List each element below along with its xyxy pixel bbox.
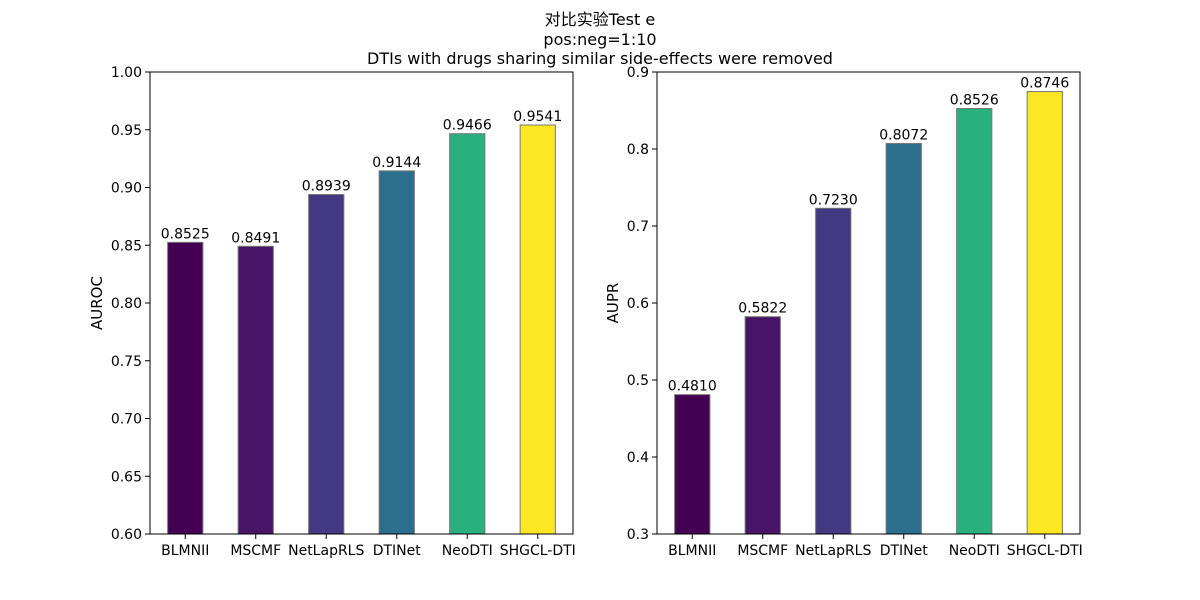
auroc-ytick-label: 0.85 [111,238,142,254]
chart-title-line-2: pos:neg=1:10 [543,30,657,49]
auroc-value-label: 0.8491 [231,230,280,246]
aupr-bar-dtinet [885,142,922,535]
chart-title-line-3: DTIs with drugs sharing similar side-eff… [367,49,833,68]
aupr-ytick-label: 0.5 [627,373,649,389]
aupr-xtick-label: SHGCL-DTI [1007,543,1083,559]
aupr-value-label: 0.5822 [738,301,787,317]
aupr-bar-shgcl-dti [1026,91,1063,535]
aupr-ytick-label: 0.8 [627,142,649,158]
auroc-ytick-label: 0.75 [111,354,142,370]
auroc-value-label: 0.9466 [443,118,492,134]
auroc-bar-neodti [449,133,486,535]
auroc-ytick-label: 1.00 [111,65,142,81]
auroc-ytick-label: 0.70 [111,412,142,428]
aupr-ytick-label: 0.4 [627,450,649,466]
aupr-bar-neodti [956,107,993,535]
auroc-ytick-label: 0.80 [111,296,142,312]
aupr-value-label: 0.8746 [1020,76,1069,92]
auroc-value-label: 0.8939 [302,179,351,195]
aupr-xtick-label: NeoDTI [949,543,1000,559]
aupr-xtick-label: MSCMF [737,543,788,559]
aupr-value-label: 0.7230 [809,192,858,208]
aupr-xtick-label: DTINet [880,543,929,559]
auroc-bar-shgcl-dti [519,124,556,535]
aupr-ytick-label: 0.7 [627,219,649,235]
chart-title-line-1: 对比实验Test e [544,10,656,29]
auroc-y-axis-label: AUROC [88,276,106,330]
aupr-bar-mscmf [744,316,781,535]
auroc-xtick-label: DTINet [373,543,422,559]
aupr-ytick-label: 0.9 [627,65,649,81]
aupr-value-label: 0.8526 [950,92,999,108]
auroc-xtick-label: SHGCL-DTI [500,543,576,559]
auroc-ytick-label: 0.60 [111,527,142,543]
auroc-ytick-label: 0.95 [111,123,142,139]
aupr-xtick-label: BLMNII [668,543,716,559]
aupr-value-label: 0.8072 [879,127,928,143]
aupr-y-axis-label: AUPR [604,283,622,324]
aupr-xtick-label: NetLapRLS [795,543,871,559]
auroc-value-label: 0.8525 [161,226,210,242]
aupr-value-label: 0.4810 [668,379,717,395]
auroc-xtick-label: MSCMF [230,543,281,559]
aupr-ytick-label: 0.6 [627,296,649,312]
auroc-xtick-label: NeoDTI [442,543,493,559]
auroc-xtick-label: NetLapRLS [288,543,364,559]
aupr-axes-frame [656,71,1081,535]
auroc-value-label: 0.9541 [513,109,562,125]
auroc-ytick-label: 0.90 [111,181,142,197]
auroc-xtick-label: BLMNII [161,543,209,559]
auroc-value-label: 0.9144 [372,155,421,171]
auroc-bar-dtinet [378,170,415,535]
aupr-bar-blmnii [674,394,711,535]
aupr-ytick-label: 0.3 [627,527,649,543]
auroc-ytick-label: 0.65 [111,469,142,485]
auroc-axes-frame [149,71,574,535]
aupr-bar-netlaprls [815,207,852,535]
auroc-bar-blmnii [167,241,204,535]
auroc-bar-netlaprls [308,194,345,535]
auroc-bar-mscmf [237,245,274,535]
